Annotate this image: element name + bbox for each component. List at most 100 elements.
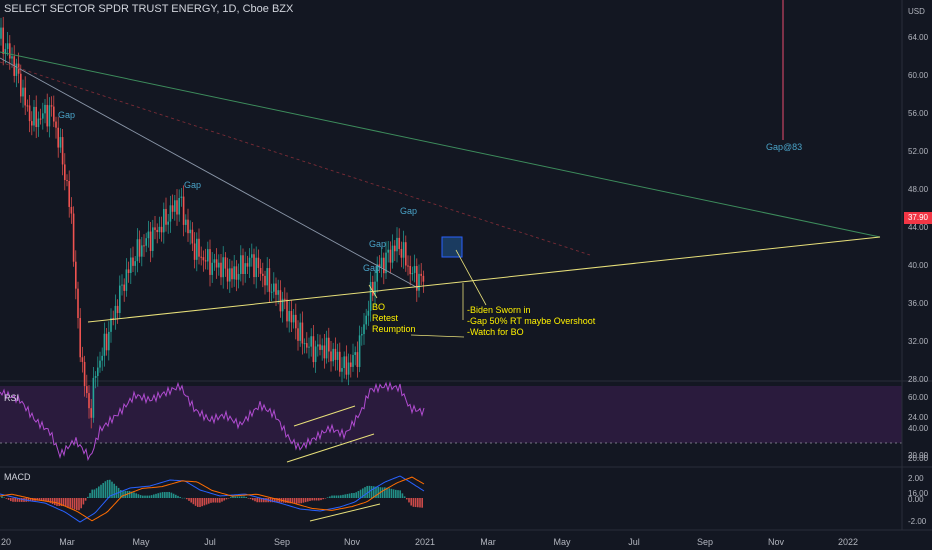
macd-histogram-bar [190, 498, 192, 503]
gap-label: Gap [184, 180, 202, 190]
macd-histogram-bar [172, 493, 175, 498]
rsi-title[interactable]: RSI [4, 393, 20, 403]
macd-histogram-bar [128, 490, 131, 498]
candle-body [68, 181, 70, 207]
macd-histogram-bar [73, 498, 76, 510]
macd-histogram-bar [1, 496, 3, 498]
candle-body [259, 267, 262, 274]
candle-body [286, 299, 288, 322]
candle-body [176, 200, 178, 215]
candle-body [325, 337, 328, 359]
macd-histogram-bar [197, 498, 199, 507]
candle-body [163, 208, 165, 233]
candle-body [418, 273, 420, 291]
candle-body [215, 259, 218, 268]
macd-histogram-bar [199, 498, 201, 508]
symbol-title[interactable]: SELECT SECTOR SPDR TRUST ENERGY, 1D, Cbo… [4, 3, 294, 15]
drawings[interactable] [0, 0, 881, 338]
candle-body [341, 368, 343, 372]
price-tick-label: 40.00 [908, 261, 929, 270]
candle-body [149, 231, 152, 251]
candle-body [171, 205, 174, 212]
macd-histogram-bar [386, 487, 388, 498]
candle-body [189, 229, 191, 234]
macd-histogram-bar [113, 483, 115, 498]
macd-histogram-bar [150, 495, 153, 498]
candle-body [409, 265, 411, 275]
macd-histogram-bar [120, 490, 122, 498]
macd-histogram-bar [159, 492, 162, 498]
candle-body [235, 266, 238, 280]
rsi-plot [0, 381, 425, 463]
price-tick-label: 36.00 [908, 299, 929, 308]
macd-histogram-bar [38, 498, 41, 501]
price-tick-label: 16.00 [908, 489, 929, 498]
time-tick-label: Sep [696, 537, 714, 547]
target-box [441, 236, 463, 258]
candle-body [198, 238, 200, 257]
candle-body [420, 273, 422, 276]
candle-body [314, 346, 317, 363]
macd-histogram-bar [322, 498, 324, 500]
candle-body [83, 361, 86, 387]
candle-body [35, 106, 37, 128]
candle-body [402, 242, 405, 258]
macd-histogram-bar [82, 498, 85, 505]
macd-title[interactable]: MACD [4, 472, 31, 482]
rsi-band [0, 386, 902, 443]
candle-body [226, 268, 229, 282]
macd-histogram-bar [153, 494, 155, 498]
candle-body [369, 281, 372, 311]
bo-note-line: Reumption [372, 324, 416, 334]
candle-body [352, 354, 354, 367]
macd-histogram-bar [16, 498, 19, 502]
candle-body [270, 291, 273, 293]
candle-body [141, 245, 143, 257]
macd-histogram-bar [212, 498, 214, 503]
candle-body [385, 252, 387, 274]
candle-body [114, 305, 117, 320]
rsi-lower-trendline [286, 433, 375, 463]
macd-histogram-bar [91, 489, 93, 498]
macd-histogram-bar [370, 486, 373, 498]
macd-histogram-bar [67, 498, 69, 508]
macd-histogram-bar [399, 490, 401, 498]
candle-body [240, 255, 242, 274]
macd-histogram-bar [161, 492, 164, 498]
candle-body [242, 255, 244, 275]
reumption-arrow [410, 334, 465, 338]
candle-body [92, 377, 95, 418]
macd-histogram-bar [324, 498, 327, 499]
macd-histogram-bar [93, 489, 96, 498]
macd-histogram-bar [49, 498, 52, 504]
candle-body [310, 336, 312, 347]
macd-histogram-bar [381, 487, 384, 498]
macd-histogram-bar [373, 486, 375, 498]
candle-body [264, 275, 266, 286]
macd-histogram-bar [366, 485, 368, 498]
macd-histogram-bar [238, 496, 241, 498]
time-tick-label: 2021 [414, 537, 436, 547]
candle-body [77, 288, 79, 319]
macd-histogram-bar [210, 498, 212, 503]
macd-histogram-bar [298, 498, 300, 504]
candle-body [4, 48, 7, 55]
candle-body [330, 351, 332, 362]
macd-histogram-bar [203, 498, 206, 506]
price-tick-label: 44.00 [908, 223, 929, 232]
time-tick-label: Nov [343, 537, 361, 547]
candle-body [79, 318, 81, 358]
macd-histogram-bar [144, 495, 146, 498]
macd-tick-label: 0.00 [908, 495, 924, 504]
macd-histogram-bar [45, 498, 47, 502]
macd-histogram-bar [168, 491, 170, 498]
macd-histogram-bar [177, 495, 179, 498]
candle-body [339, 351, 341, 372]
macd-histogram-bar [179, 496, 181, 498]
macd-histogram-bar [318, 498, 320, 501]
gap-target-label: Gap@83 [766, 142, 803, 152]
macd-histogram-bar [29, 498, 32, 502]
macd-histogram-bar [181, 497, 184, 499]
